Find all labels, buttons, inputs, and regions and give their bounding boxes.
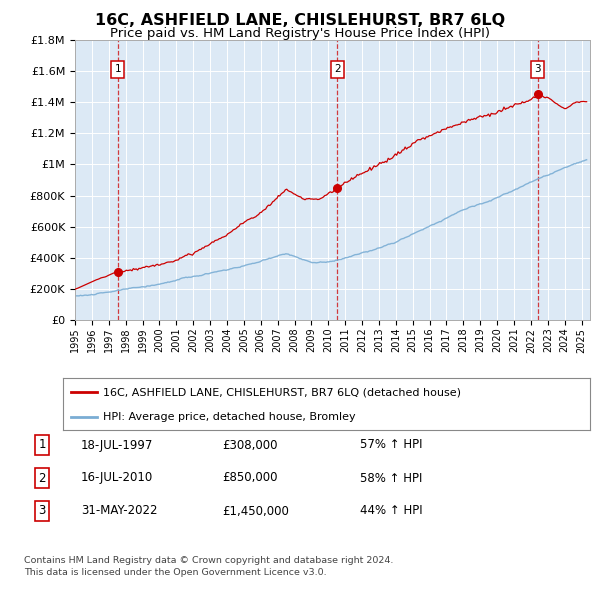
Text: 16C, ASHFIELD LANE, CHISLEHURST, BR7 6LQ: 16C, ASHFIELD LANE, CHISLEHURST, BR7 6LQ (95, 13, 505, 28)
Text: 44% ↑ HPI: 44% ↑ HPI (360, 504, 422, 517)
Text: 31-MAY-2022: 31-MAY-2022 (81, 504, 157, 517)
Text: 16C, ASHFIELD LANE, CHISLEHURST, BR7 6LQ (detached house): 16C, ASHFIELD LANE, CHISLEHURST, BR7 6LQ… (103, 387, 461, 397)
Text: £850,000: £850,000 (222, 471, 277, 484)
Text: Price paid vs. HM Land Registry's House Price Index (HPI): Price paid vs. HM Land Registry's House … (110, 27, 490, 40)
Text: 3: 3 (38, 504, 46, 517)
Text: 2: 2 (334, 64, 341, 74)
Text: This data is licensed under the Open Government Licence v3.0.: This data is licensed under the Open Gov… (24, 568, 326, 576)
Text: 2: 2 (38, 471, 46, 484)
Text: 58% ↑ HPI: 58% ↑ HPI (360, 471, 422, 484)
Text: HPI: Average price, detached house, Bromley: HPI: Average price, detached house, Brom… (103, 412, 355, 422)
Text: 16-JUL-2010: 16-JUL-2010 (81, 471, 153, 484)
Text: 18-JUL-1997: 18-JUL-1997 (81, 438, 154, 451)
Text: 1: 1 (38, 438, 46, 451)
Text: 1: 1 (115, 64, 121, 74)
Text: 57% ↑ HPI: 57% ↑ HPI (360, 438, 422, 451)
Text: £308,000: £308,000 (222, 438, 277, 451)
Text: 3: 3 (535, 64, 541, 74)
Text: Contains HM Land Registry data © Crown copyright and database right 2024.: Contains HM Land Registry data © Crown c… (24, 556, 394, 565)
Text: £1,450,000: £1,450,000 (222, 504, 289, 517)
